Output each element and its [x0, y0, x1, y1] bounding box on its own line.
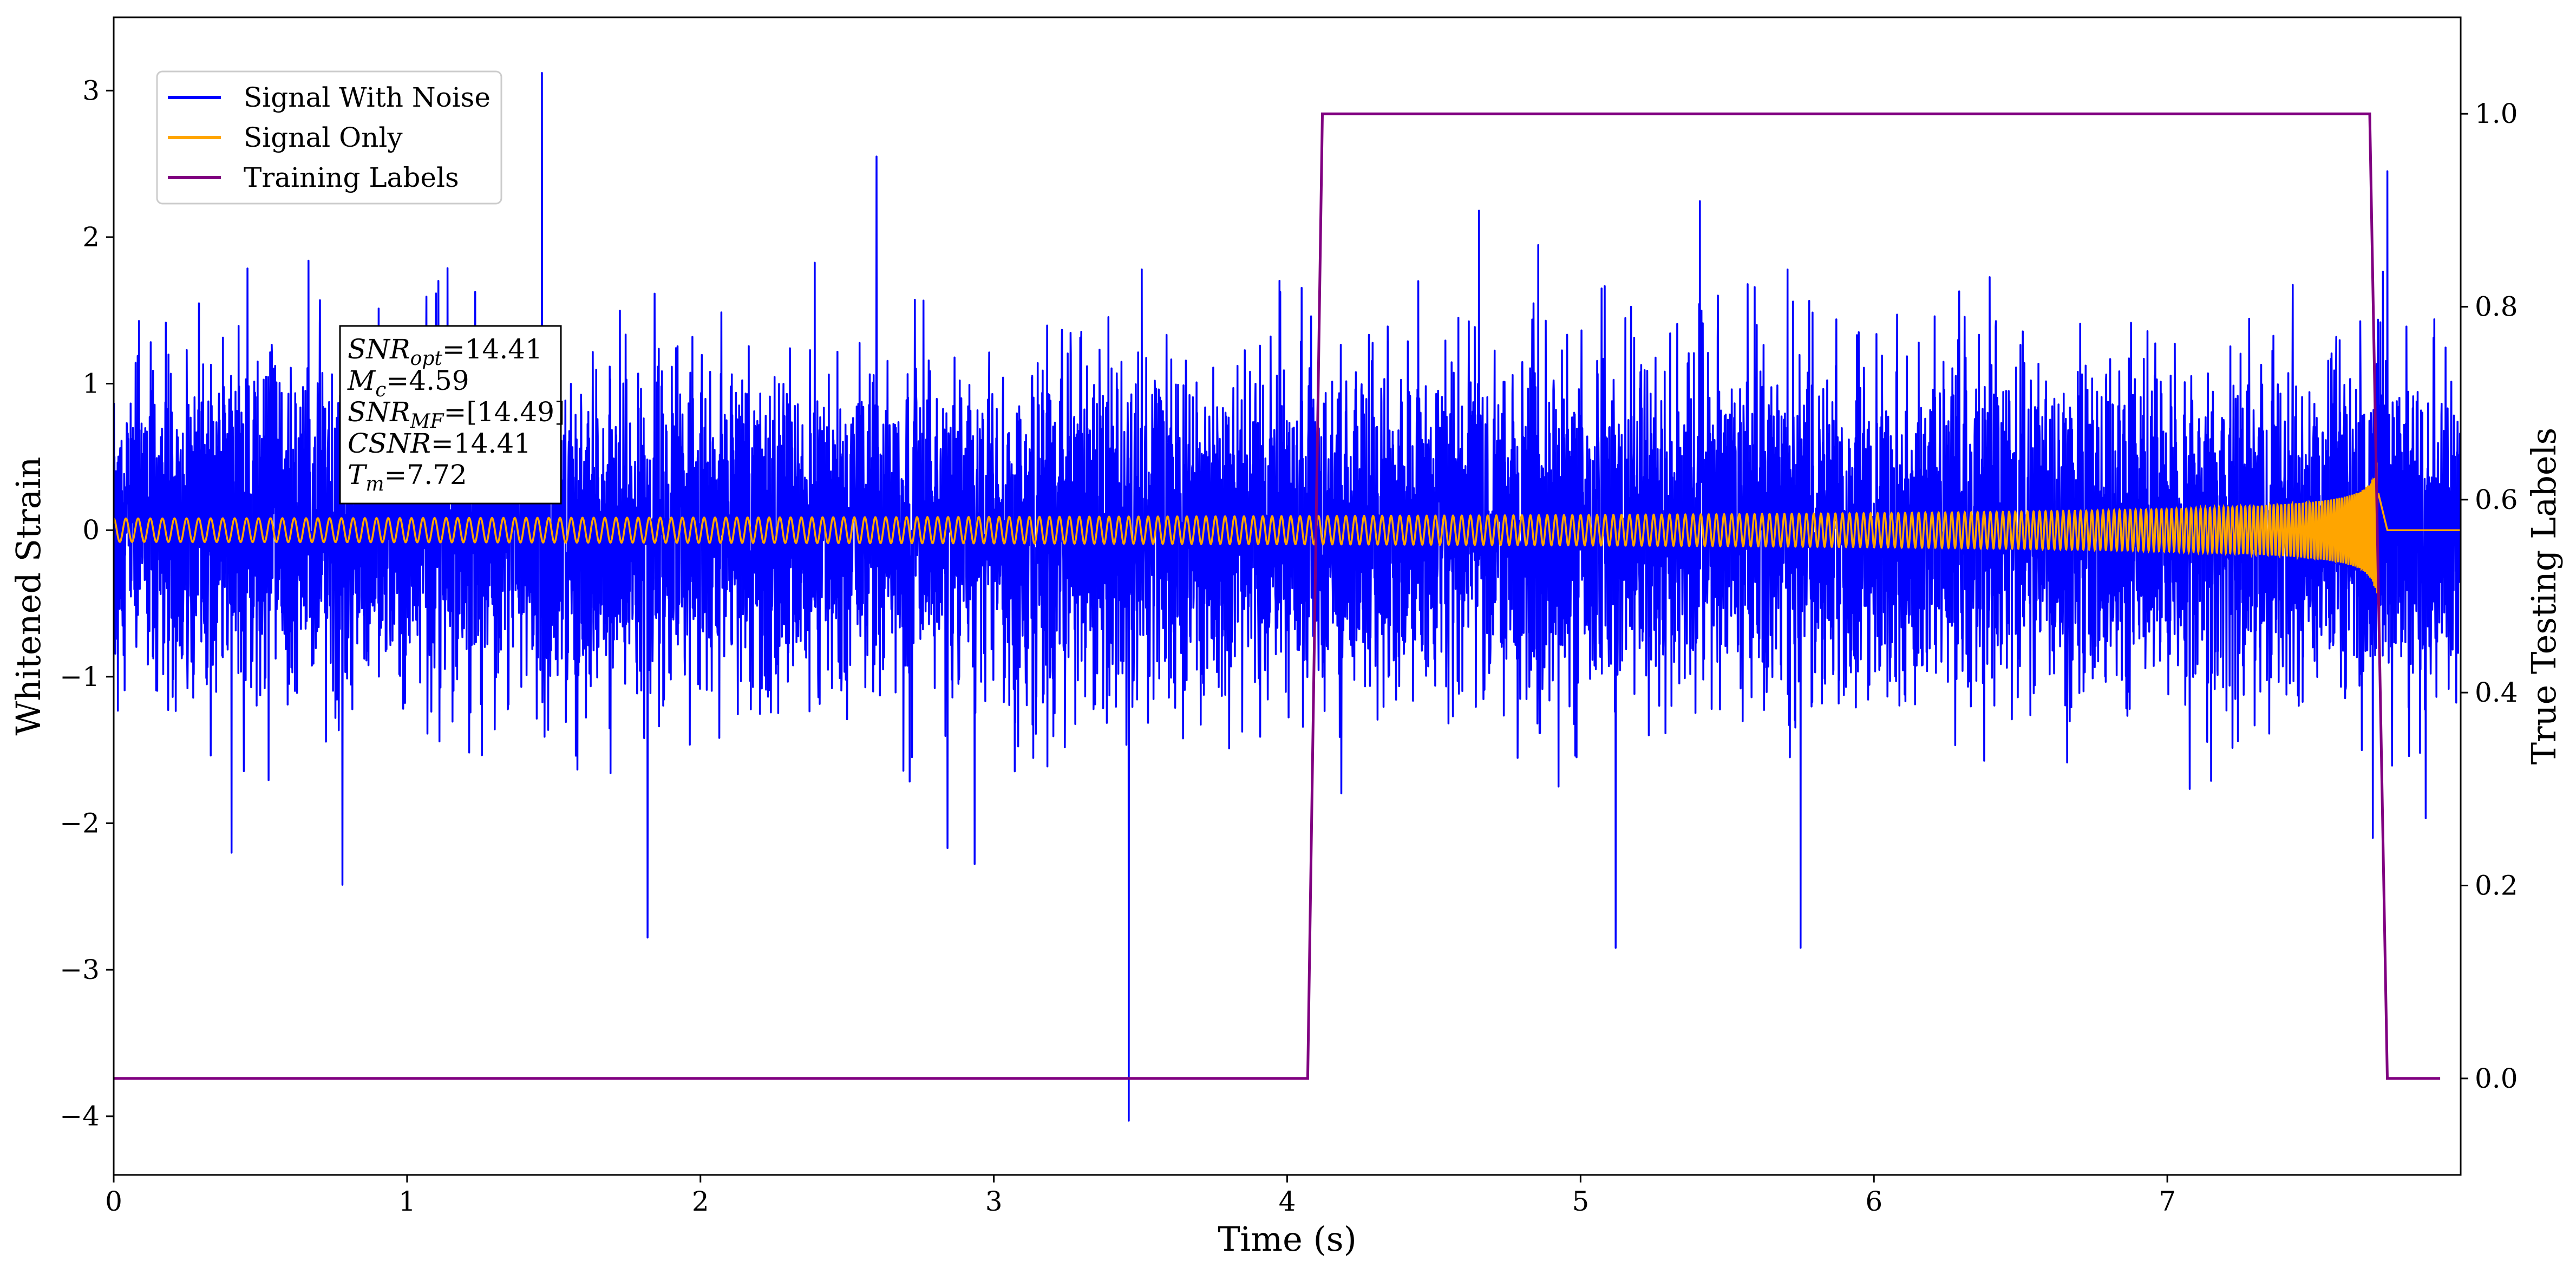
legend-label: Signal Only [244, 122, 403, 153]
y2-tick-label: 0.2 [2475, 870, 2518, 901]
y2-axis-title: True Testing Labels [2524, 428, 2564, 765]
y2-tick-label: 0.4 [2475, 677, 2518, 708]
annotation-line: SNRMF=[14.49] [348, 396, 565, 433]
series-layer [114, 72, 2461, 1122]
x-tick-label: 4 [1279, 1186, 1296, 1217]
series-signal-with-noise-line [114, 72, 2461, 1122]
legend: Signal With Noise Signal Only Training Lab… [156, 70, 502, 205]
y-tick-label: 3 [82, 75, 100, 106]
annotation-line: CSNR=14.41 [348, 428, 531, 459]
y-tick-label: −1 [60, 661, 100, 692]
legend-frame [156, 70, 502, 205]
x-tick-label: 6 [1865, 1186, 1882, 1217]
series-training-labels-line [114, 112, 2441, 1080]
y-axis-title: Whitened Strain [9, 457, 48, 736]
y2-tick-label: 1.0 [2475, 98, 2518, 129]
legend-label: Signal With Noise [244, 82, 491, 113]
legend-label: Training Labels [244, 162, 459, 193]
x-tick-label: 3 [985, 1186, 1003, 1217]
x-axis-title: Time (s) [1218, 1219, 1357, 1259]
annotation-line: SNRopt=14.41 [348, 334, 542, 370]
x-tick-label: 2 [692, 1186, 709, 1217]
annotation-frame [339, 325, 562, 505]
y-tick-label: 2 [82, 221, 100, 253]
x-tick-label: 1 [398, 1186, 416, 1217]
series-signal-only-line [114, 462, 2461, 593]
annotation-line: Mc=4.59 [347, 365, 469, 401]
axes-layer: 0 1 2 3 4 5 6 7 −4 −3 −2 −1 0 1 2 3 0.0 0.2 0.4 0.6 0.8 1.0 [60, 16, 2518, 1217]
y-tick-label: 0 [82, 514, 100, 546]
y-tick-label: −2 [60, 807, 100, 839]
y-tick-label: −4 [60, 1101, 100, 1132]
y2-tick-label: 0.0 [2475, 1063, 2518, 1094]
annotation-line: Tm=7.72 [348, 459, 467, 495]
y2-tick-label: 0.6 [2475, 484, 2518, 515]
x-tick-label: 0 [105, 1186, 122, 1217]
x-tick-label: 7 [2159, 1186, 2176, 1217]
y-tick-label: −3 [60, 954, 100, 985]
annotation-box: SNRopt=14.41Mc=4.59SNRMF=[14.49]CSNR=14.… [339, 325, 565, 505]
y2-tick-label: 0.8 [2475, 291, 2518, 323]
x-tick-label: 5 [1572, 1186, 1589, 1217]
y-tick-label: 1 [82, 368, 100, 400]
